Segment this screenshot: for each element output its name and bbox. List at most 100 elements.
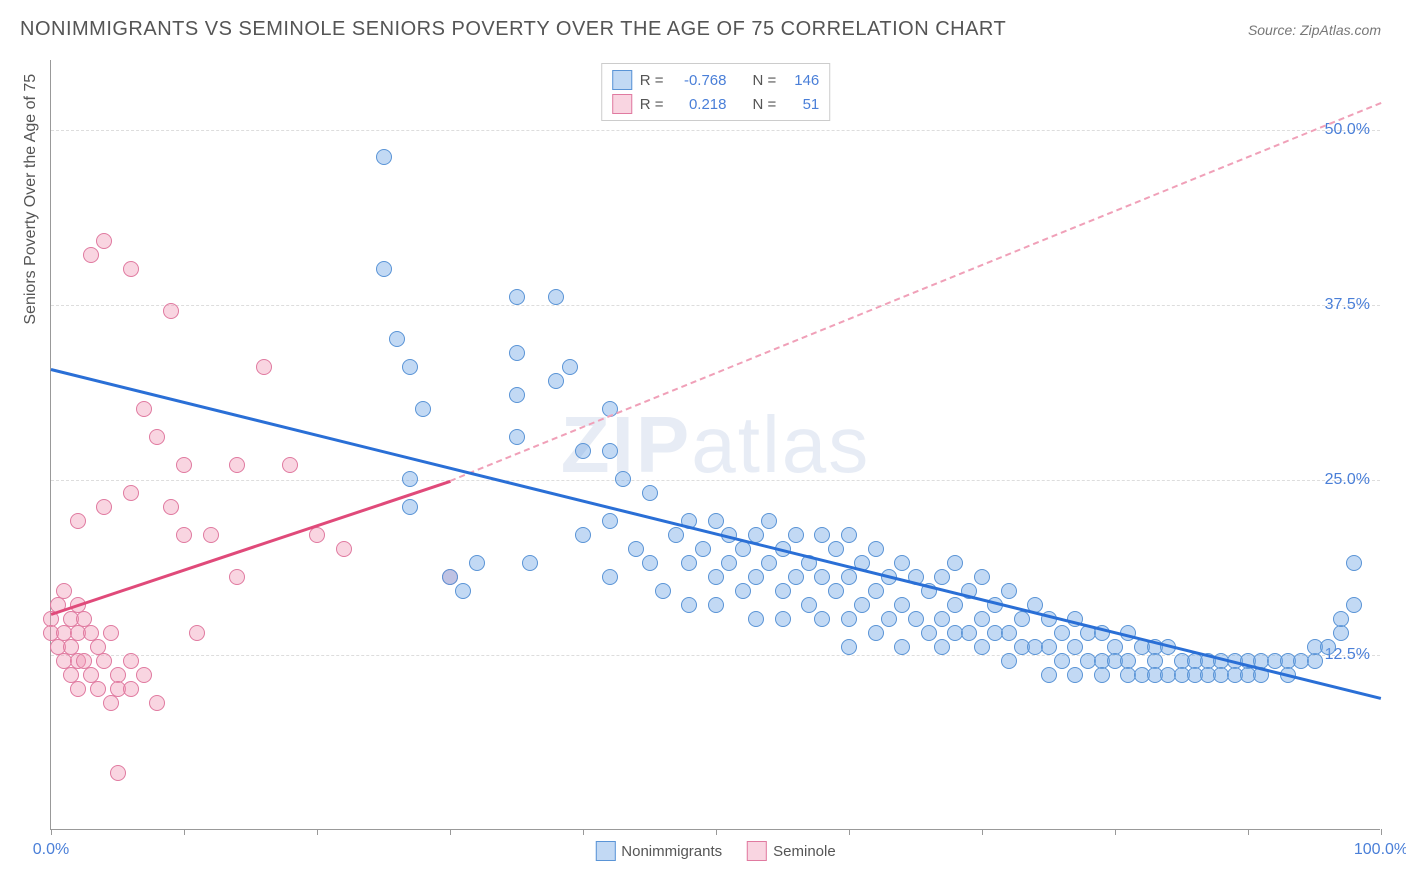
data-point bbox=[455, 583, 471, 599]
data-point bbox=[748, 569, 764, 585]
legend-series: NonimmigrantsSeminole bbox=[595, 841, 835, 861]
x-tick bbox=[1248, 829, 1249, 835]
data-point bbox=[163, 499, 179, 515]
data-point bbox=[509, 387, 525, 403]
data-point bbox=[189, 625, 205, 641]
data-point bbox=[841, 611, 857, 627]
trend-line bbox=[51, 480, 451, 615]
r-label: R = bbox=[640, 96, 664, 113]
data-point bbox=[681, 597, 697, 613]
gridline bbox=[51, 305, 1380, 306]
data-point bbox=[788, 527, 804, 543]
n-label: N = bbox=[753, 72, 777, 89]
data-point bbox=[841, 527, 857, 543]
plot-area: ZIPatlas R =-0.768N =146R =0.218N =51 No… bbox=[50, 60, 1380, 830]
x-tick bbox=[1381, 829, 1382, 835]
data-point bbox=[123, 261, 139, 277]
data-point bbox=[761, 555, 777, 571]
data-point bbox=[103, 695, 119, 711]
x-tick-label: 0.0% bbox=[33, 841, 69, 859]
data-point bbox=[775, 583, 791, 599]
data-point bbox=[229, 569, 245, 585]
data-point bbox=[1067, 639, 1083, 655]
legend-label: Seminole bbox=[773, 843, 836, 860]
data-point bbox=[681, 555, 697, 571]
data-point bbox=[934, 639, 950, 655]
data-point bbox=[90, 681, 106, 697]
x-tick bbox=[450, 829, 451, 835]
data-point bbox=[83, 247, 99, 263]
data-point bbox=[176, 527, 192, 543]
r-value: -0.768 bbox=[672, 72, 727, 89]
legend-swatch bbox=[747, 841, 767, 861]
data-point bbox=[415, 401, 431, 417]
data-point bbox=[814, 569, 830, 585]
data-point bbox=[402, 359, 418, 375]
data-point bbox=[908, 611, 924, 627]
x-tick bbox=[982, 829, 983, 835]
data-point bbox=[974, 639, 990, 655]
data-point bbox=[947, 597, 963, 613]
data-point bbox=[788, 569, 804, 585]
data-point bbox=[309, 527, 325, 543]
data-point bbox=[96, 653, 112, 669]
data-point bbox=[721, 555, 737, 571]
data-point bbox=[1067, 667, 1083, 683]
legend-stats: R =-0.768N =146R =0.218N =51 bbox=[601, 63, 831, 121]
data-point bbox=[110, 765, 126, 781]
data-point bbox=[1094, 667, 1110, 683]
data-point bbox=[509, 289, 525, 305]
trend-line bbox=[51, 368, 1382, 699]
x-tick bbox=[317, 829, 318, 835]
data-point bbox=[602, 569, 618, 585]
data-point bbox=[841, 639, 857, 655]
data-point bbox=[123, 653, 139, 669]
data-point bbox=[1001, 583, 1017, 599]
chart-container: NONIMMIGRANTS VS SEMINOLE SENIORS POVERT… bbox=[0, 0, 1406, 892]
x-tick bbox=[1115, 829, 1116, 835]
data-point bbox=[282, 457, 298, 473]
data-point bbox=[868, 583, 884, 599]
data-point bbox=[509, 429, 525, 445]
trend-line bbox=[450, 102, 1382, 482]
data-point bbox=[123, 485, 139, 501]
data-point bbox=[402, 471, 418, 487]
data-point bbox=[469, 555, 485, 571]
data-point bbox=[868, 541, 884, 557]
data-point bbox=[70, 681, 86, 697]
data-point bbox=[203, 527, 219, 543]
y-tick-label: 37.5% bbox=[1325, 296, 1370, 314]
data-point bbox=[735, 541, 751, 557]
data-point bbox=[974, 569, 990, 585]
x-tick bbox=[184, 829, 185, 835]
x-tick bbox=[849, 829, 850, 835]
data-point bbox=[708, 569, 724, 585]
data-point bbox=[575, 527, 591, 543]
data-point bbox=[1014, 611, 1030, 627]
data-point bbox=[934, 569, 950, 585]
data-point bbox=[548, 373, 564, 389]
data-point bbox=[1333, 611, 1349, 627]
data-point bbox=[1346, 555, 1362, 571]
data-point bbox=[615, 471, 631, 487]
data-point bbox=[602, 513, 618, 529]
r-label: R = bbox=[640, 72, 664, 89]
legend-item: Seminole bbox=[747, 841, 836, 861]
data-point bbox=[828, 583, 844, 599]
data-point bbox=[1054, 625, 1070, 641]
data-point bbox=[708, 513, 724, 529]
data-point bbox=[70, 513, 86, 529]
data-point bbox=[947, 555, 963, 571]
source-attribution: Source: ZipAtlas.com bbox=[1248, 22, 1381, 38]
data-point bbox=[868, 625, 884, 641]
x-tick bbox=[51, 829, 52, 835]
data-point bbox=[256, 359, 272, 375]
data-point bbox=[336, 541, 352, 557]
n-value: 51 bbox=[784, 96, 819, 113]
data-point bbox=[708, 597, 724, 613]
data-point bbox=[1320, 639, 1336, 655]
data-point bbox=[1346, 597, 1362, 613]
legend-swatch bbox=[612, 70, 632, 90]
legend-stat-row: R =-0.768N =146 bbox=[612, 68, 820, 92]
data-point bbox=[1001, 653, 1017, 669]
